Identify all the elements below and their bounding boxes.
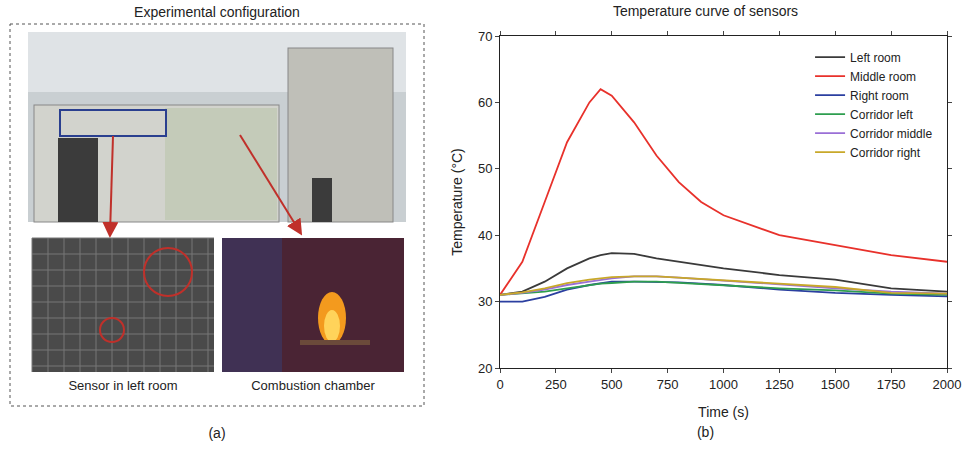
svg-text:1250: 1250 bbox=[765, 377, 794, 392]
svg-text:750: 750 bbox=[657, 377, 679, 392]
svg-text:1000: 1000 bbox=[709, 377, 738, 392]
svg-text:30: 30 bbox=[478, 294, 492, 309]
svg-text:Left room: Left room bbox=[850, 51, 901, 65]
svg-text:Corridor right: Corridor right bbox=[850, 146, 921, 160]
svg-text:2000: 2000 bbox=[933, 377, 962, 392]
svg-text:0: 0 bbox=[496, 377, 503, 392]
svg-text:Temperature (°C): Temperature (°C) bbox=[449, 148, 465, 256]
svg-text:Corridor middle: Corridor middle bbox=[850, 127, 932, 141]
svg-text:40: 40 bbox=[478, 228, 492, 243]
svg-text:Corridor left: Corridor left bbox=[850, 108, 913, 122]
svg-text:250: 250 bbox=[545, 377, 567, 392]
svg-text:500: 500 bbox=[601, 377, 623, 392]
svg-text:Experimental configuration: Experimental configuration bbox=[134, 4, 300, 20]
svg-text:(a): (a) bbox=[208, 425, 225, 441]
svg-text:1750: 1750 bbox=[877, 377, 906, 392]
svg-text:Middle room: Middle room bbox=[850, 70, 916, 84]
svg-text:Sensor in left room: Sensor in left room bbox=[68, 378, 177, 393]
svg-text:Temperature curve of sensors: Temperature curve of sensors bbox=[613, 3, 798, 19]
svg-text:70: 70 bbox=[478, 29, 492, 44]
svg-text:Time (s): Time (s) bbox=[698, 404, 749, 420]
svg-text:50: 50 bbox=[478, 161, 492, 176]
svg-text:1500: 1500 bbox=[821, 377, 850, 392]
svg-text:Right room: Right room bbox=[850, 89, 909, 103]
svg-text:Combustion chamber: Combustion chamber bbox=[251, 378, 375, 393]
svg-text:20: 20 bbox=[478, 361, 492, 376]
svg-text:60: 60 bbox=[478, 95, 492, 110]
html-text:(b): (b) bbox=[696, 424, 715, 440]
